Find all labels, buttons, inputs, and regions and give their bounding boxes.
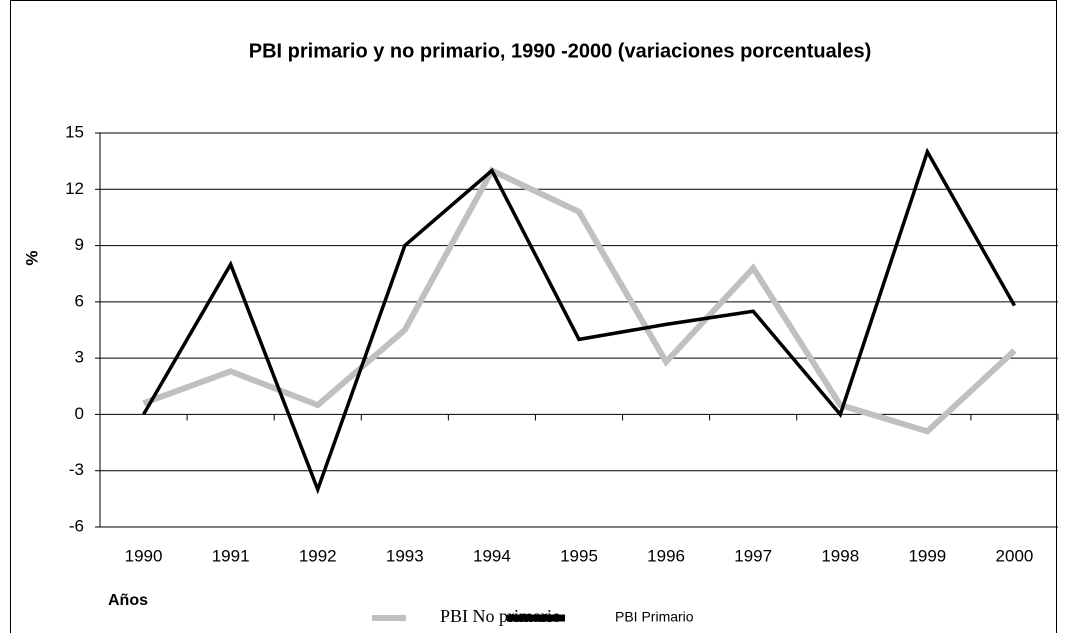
- y-tick-label: -6: [69, 516, 84, 535]
- y-tick-label: -3: [69, 460, 84, 479]
- x-tick-label: 1999: [908, 546, 946, 565]
- x-tick-label: 1993: [386, 546, 424, 565]
- y-tick-label: 9: [75, 235, 84, 254]
- x-tick-label: 1994: [473, 546, 511, 565]
- x-tick-label: 1996: [647, 546, 685, 565]
- frame: [10, 0, 1057, 638]
- x-tick-label: 1991: [212, 546, 250, 565]
- x-tick-label: 1992: [299, 546, 337, 565]
- y-axis-label: %: [22, 250, 41, 265]
- y-tick-label: 12: [65, 179, 84, 198]
- x-axis-label: Años: [108, 592, 148, 609]
- x-tick-label: 2000: [996, 546, 1034, 565]
- series-line: [142, 147, 1016, 495]
- x-tick-label: 1990: [125, 546, 163, 565]
- legend-label: PBI Primario: [615, 609, 694, 625]
- x-tick-label: 1995: [560, 546, 598, 565]
- series-line: [142, 166, 1017, 435]
- y-tick-label: 0: [75, 404, 84, 423]
- x-tick-label: 1997: [734, 546, 772, 565]
- x-tick-label: 1998: [821, 546, 859, 565]
- y-tick-label: 6: [75, 291, 84, 310]
- y-tick-label: 3: [75, 348, 84, 367]
- y-tick-label: 15: [65, 122, 84, 141]
- chart-title: PBI primario y no primario, 1990 -2000 (…: [249, 40, 871, 62]
